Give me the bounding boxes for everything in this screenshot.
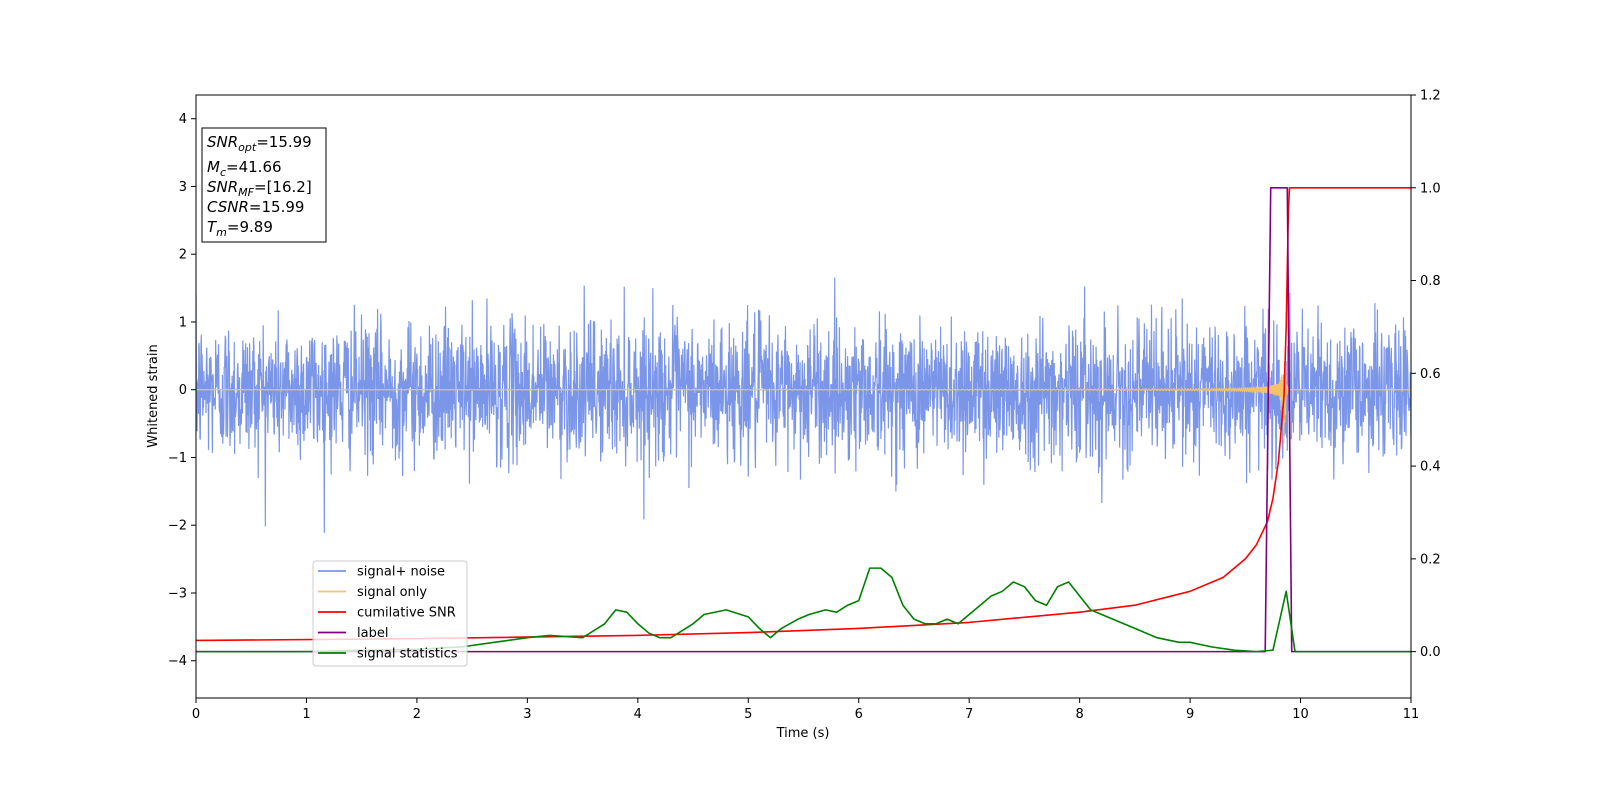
annotation-frame [201,127,327,243]
y-left-tick-label: −1 [168,451,187,466]
annotation-line: CSNR=15.99 [207,198,304,216]
y-left-tick-label: −2 [168,519,187,534]
y-left-tick-label: −3 [168,586,187,601]
annotation-box: SNRopt=15.99 Mc=41.66SNRMF=[16.2]CSNR=15.… [201,127,327,243]
legend-label: label [357,626,388,641]
legend-label: cumilative SNR [357,606,456,621]
legend-items: signal+ noise signal only cumilative SNR la… [318,565,458,662]
y-left-tick-label: 4 [179,112,187,127]
legend: signal+ noise signal only cumilative SNR la… [312,560,468,667]
annotation-line: Mc=41.66 [207,158,282,179]
x-tick-label: 6 [855,707,863,722]
x-tick-label: 4 [634,707,642,722]
x-tick-label: 10 [1292,707,1309,722]
y-right-tick-label: 0.0 [1420,645,1441,660]
y-right-tick-label: 0.4 [1420,460,1441,475]
y-axis-right: 0.0 0.2 0.4 0.6 0.8 1.0 1.2 [1411,89,1441,660]
annotation-line: SNRopt=15.99 [207,133,312,154]
x-tick-label: 9 [1186,707,1194,722]
y-left-tick-label: 3 [179,180,187,195]
x-tick-label: 7 [965,707,973,722]
series-line-signal-only [196,358,1411,444]
legend-label: signal only [357,585,427,600]
legend-frame [312,560,468,667]
y-right-tick-label: 0.8 [1420,274,1441,289]
y-axis-left: −4 −3 −2 −1 0 1 2 3 4 [168,112,196,669]
annotation-line: Tm=9.89 [207,218,273,239]
x-tick-label: 8 [1075,707,1083,722]
plot-frame [195,94,1412,699]
legend-label: signal+ noise [357,565,445,580]
y-right-tick-label: 0.6 [1420,367,1441,382]
y-right-tick-label: 0.2 [1420,552,1441,567]
x-tick-label: 1 [302,707,310,722]
x-tick-label: 11 [1403,707,1420,722]
x-tick-label: 0 [192,707,200,722]
y-left-tick-label: 2 [179,248,187,263]
x-axis-label: Time (s) [776,726,830,741]
y-left-tick-label: 0 [179,383,187,398]
x-axis: 0 1 2 3 4 5 6 7 8 9 10 11 [192,698,1419,722]
y-left-tick-label: −4 [168,654,187,669]
y-right-tick-label: 1.2 [1420,89,1441,104]
series-layer [196,186,1411,653]
series-line-signal-statistics [196,567,1411,653]
legend-label: signal statistics [357,647,458,662]
x-tick-label: 3 [523,707,531,722]
annotation-line: SNRMF=[16.2] [207,178,312,199]
x-tick-label: 5 [744,707,752,722]
y-right-tick-label: 1.0 [1420,181,1441,196]
y-left-tick-label: 1 [179,315,187,330]
series-line-cumilative-snr [196,186,1411,642]
annotation-lines: SNRopt=15.99 Mc=41.66SNRMF=[16.2]CSNR=15.… [207,133,312,239]
y-axis-left-label: Whitened strain [146,344,161,447]
x-tick-label: 2 [413,707,421,722]
